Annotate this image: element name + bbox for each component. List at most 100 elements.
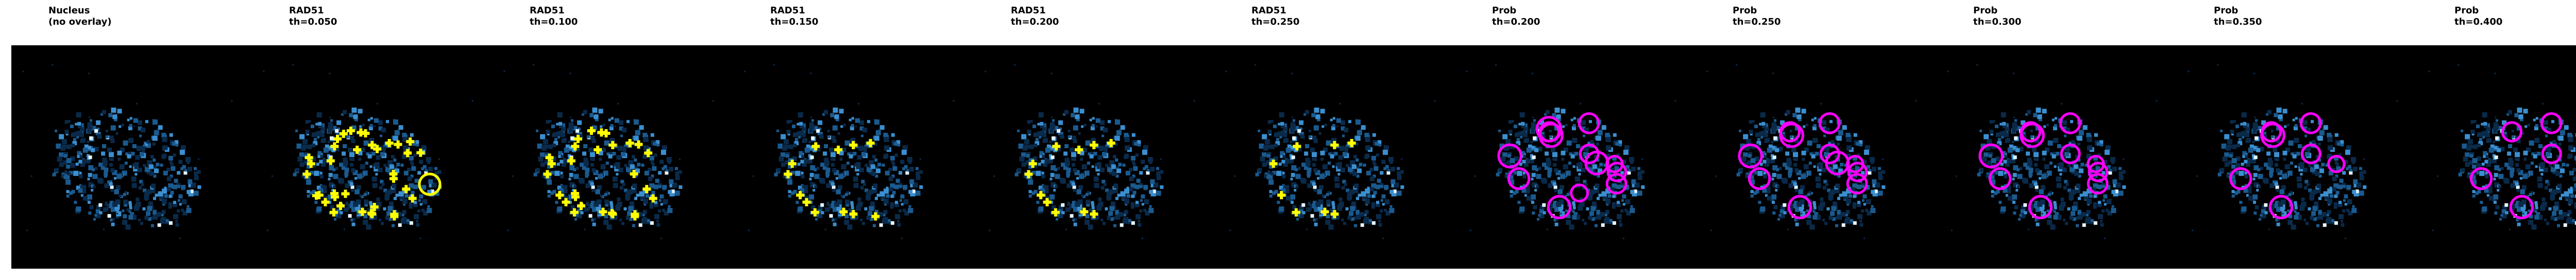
- nucleus-pixel: [824, 144, 828, 148]
- nucleus-pixel: [2038, 114, 2042, 119]
- rad51-focus-marker: [1330, 141, 1339, 149]
- nucleus-pixel: [1267, 174, 1273, 180]
- nucleus-pixel: [1312, 152, 1317, 157]
- nucleus-pixel: [2037, 201, 2043, 207]
- nucleus-pixel: [1301, 163, 1306, 167]
- nucleus-pixel: [2249, 144, 2254, 149]
- nucleus-pixel: [832, 185, 836, 189]
- nucleus-pixel: [2107, 146, 2111, 150]
- nucleus-pixel: [547, 194, 551, 198]
- nucleus-pixel: [1071, 152, 1076, 157]
- nucleus-pixel: [2021, 205, 2026, 209]
- nucleus-pixel: [1334, 215, 1340, 220]
- nucleus-pixel: [2122, 170, 2126, 174]
- nucleus-pixel: [1091, 201, 1094, 204]
- nucleus-pixel: [1329, 208, 1333, 212]
- nucleus-pixel: [1789, 135, 1793, 138]
- nucleus-pixel: [1103, 222, 1106, 225]
- nucleus-pixel: [1746, 139, 1751, 145]
- nucleus-pixel: [569, 165, 575, 170]
- nucleus-pixel: [632, 183, 637, 188]
- nucleus-pixel: [543, 144, 548, 149]
- nucleus-pixel: [2334, 195, 2337, 198]
- nucleus-pixel: [98, 203, 103, 207]
- nucleus-pixel: [406, 219, 410, 222]
- nucleus-pixel: [1353, 188, 1359, 194]
- nucleus-pixel: [401, 214, 404, 217]
- nucleus-pixel: [2009, 144, 2013, 149]
- nucleus-pixel: [654, 214, 659, 219]
- nucleus-pixel: [1597, 174, 1600, 178]
- nucleus-pixel: [919, 170, 923, 174]
- nucleus-pixel: [2566, 163, 2569, 167]
- nucleus-pixel: [1605, 188, 1611, 194]
- nucleus-pixel: [872, 188, 877, 194]
- nucleus-pixel: [2554, 164, 2560, 169]
- nucleus-pixel: [2359, 167, 2362, 170]
- nucleus-pixel: [1345, 145, 1348, 148]
- nucleus-pixel: [320, 155, 324, 159]
- nucleus-pixel: [1028, 164, 1033, 169]
- nucleus-pixel: [349, 182, 353, 186]
- nucleus-pixel: [1560, 173, 1566, 179]
- nucleus-pixel: [2253, 146, 2257, 150]
- nucleus-pixel: [624, 164, 628, 167]
- nucleus-pixel: [351, 188, 354, 192]
- nucleus-pixel: [1554, 157, 1557, 161]
- nucleus-pixel: [1051, 116, 1053, 118]
- nucleus-pixel: [1804, 147, 1809, 152]
- nucleus-pixel: [2241, 112, 2247, 118]
- nucleus-pixel: [114, 189, 119, 194]
- nucleus-pixel: [2574, 195, 2576, 198]
- nucleus-pixel: [2086, 217, 2091, 223]
- nucleus-pixel: [1811, 118, 1814, 121]
- nucleus-pixel: [2053, 126, 2057, 131]
- nucleus-pixel: [316, 206, 322, 212]
- nucleus-pixel: [129, 206, 132, 209]
- nucleus-pixel: [2472, 190, 2476, 194]
- nucleus-pixel: [629, 217, 633, 221]
- nucleus-pixel: [1743, 134, 1749, 139]
- nucleus-pixel: [1327, 203, 1331, 207]
- nucleus-pixel: [1793, 203, 1799, 208]
- nucleus-pixel: [1103, 183, 1107, 186]
- nucleus-pixel: [835, 114, 839, 119]
- nucleus-pixel: [2308, 207, 2311, 211]
- rad51-focus-marker: [312, 191, 320, 200]
- nucleus-pixel: [1794, 185, 1798, 189]
- nucleus-pixel: [1371, 155, 1376, 161]
- nucleus-pixel: [124, 215, 127, 218]
- nucleus-pixel: [2061, 103, 2063, 104]
- nucleus-pixel: [647, 219, 650, 222]
- nucleus-pixel: [593, 170, 599, 176]
- rad51-focus-marker: [608, 141, 617, 149]
- nucleus-pixel: [1840, 128, 1842, 130]
- nucleus-pixel: [815, 218, 818, 221]
- nucleus-pixel: [389, 164, 394, 169]
- nucleus-pixel: [311, 156, 316, 161]
- nucleus-pixel: [1796, 218, 1799, 221]
- nucleus-pixel: [2056, 176, 2061, 182]
- nucleus-pixel: [781, 162, 786, 167]
- nucleus-pixel: [2575, 161, 2576, 164]
- nucleus-pixel: [860, 186, 864, 190]
- nucleus-pixel: [415, 140, 419, 144]
- nucleus-pixel: [1361, 125, 1366, 130]
- nucleus-pixel: [1561, 150, 1566, 155]
- nucleus-pixel: [2253, 165, 2259, 170]
- nucleus-pixel: [619, 218, 622, 221]
- nucleus-pixel: [609, 151, 615, 156]
- nucleus-pixel: [358, 109, 363, 114]
- nucleus-pixel: [295, 168, 300, 172]
- nucleus-pixel: [2059, 173, 2062, 176]
- nucleus-pixel: [2328, 203, 2331, 206]
- nucleus-pixel: [2513, 204, 2517, 208]
- nucleus-pixel: [153, 174, 157, 178]
- nucleus-pixel: [848, 208, 852, 212]
- nucleus-pixel: [302, 139, 308, 145]
- nucleus-pixel: [1516, 141, 1521, 146]
- nucleus-pixel: [1766, 189, 1771, 194]
- nucleus-pixel: [1743, 152, 1748, 157]
- nucleus-pixel: [1862, 194, 1867, 199]
- nucleus-pixel: [2021, 120, 2026, 125]
